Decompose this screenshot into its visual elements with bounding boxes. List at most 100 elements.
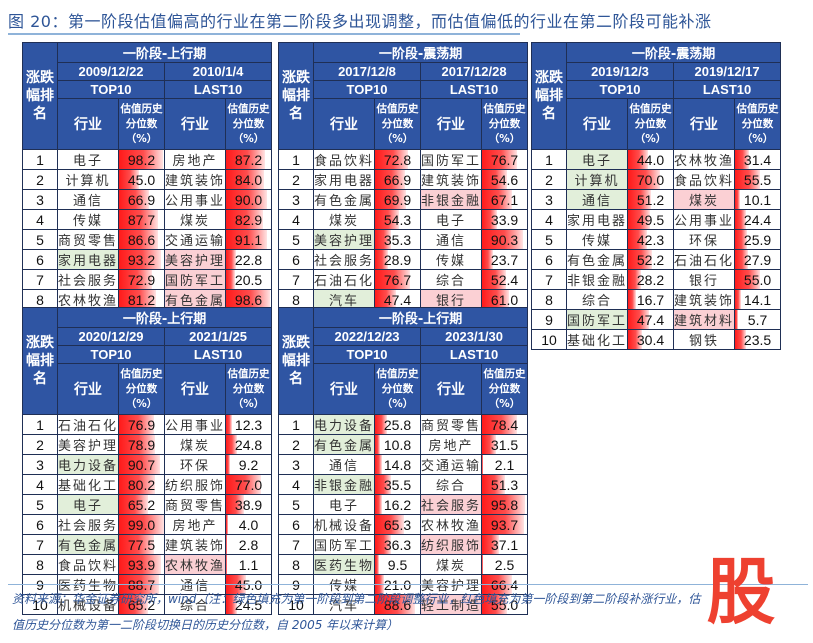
valuation-bar: [119, 595, 149, 614]
rank-cell: 2: [22, 434, 58, 455]
rank-header: 涨跌幅排名: [22, 42, 58, 150]
top-industry-cell: 通信: [312, 454, 376, 475]
valuation-value: 16.2: [383, 496, 412, 513]
valuation-bar: [226, 595, 238, 614]
rank-cell: 4: [278, 474, 314, 495]
valuation-bar: [735, 290, 742, 309]
table-row: 6 家用电器 93.2 美容护理 22.8: [22, 249, 273, 270]
valuation-bar: [375, 190, 407, 209]
last-industry-cell: 纺织服饰: [164, 474, 227, 495]
last-industry-cell: 通信: [420, 229, 483, 250]
top-industry-cell: 石油石化: [56, 414, 120, 435]
last-industry-cell: 国防军工: [164, 269, 227, 290]
valuation-bar: [628, 310, 650, 329]
top-valuation-cell: 45.0: [118, 169, 166, 190]
top-industry-cell: 石油石化: [312, 269, 376, 290]
rank-header: 涨跌幅排名: [22, 307, 58, 415]
valuation-column-header: 估值历史分位数（%）: [374, 98, 422, 150]
top-valuation-cell: 77.5: [118, 534, 166, 555]
last10-header: LAST10: [164, 345, 273, 364]
top-date-header: 2020/12/29: [56, 327, 166, 346]
top-industry-cell: 家用电器: [312, 169, 376, 190]
valuation-bar: [375, 475, 391, 494]
valuation-bar: [226, 455, 231, 474]
top-industry-cell: 通信: [56, 189, 120, 210]
last10-header: LAST10: [164, 80, 273, 99]
top-industry-cell: 社会服务: [312, 249, 376, 270]
rank-cell: 2: [278, 434, 314, 455]
valuation-bar: [119, 230, 158, 249]
last-valuation-cell: 45.0: [225, 574, 273, 595]
top-industry-cell: 计算机: [56, 169, 120, 190]
top-valuation-cell: 80.2: [118, 474, 166, 495]
valuation-value: 55.0: [743, 271, 772, 288]
last-valuation-cell: 90.3: [481, 229, 529, 250]
top-industry-cell: 电子: [56, 149, 120, 170]
top-valuation-cell: 78.9: [118, 434, 166, 455]
valuation-bar: [375, 250, 389, 269]
stage-header: 一阶段-震荡期: [565, 42, 782, 63]
rank-cell: 7: [278, 269, 314, 290]
source-divider: [8, 584, 808, 585]
last-valuation-cell: 31.5: [481, 434, 529, 455]
industry-column-header: 行业: [56, 363, 120, 415]
top-valuation-cell: 44.0: [627, 149, 675, 170]
top-industry-cell: 机械设备: [56, 594, 120, 615]
valuation-bar: [226, 190, 267, 209]
ranking-table-4: 涨跌幅排名 一阶段-上行期 2020/12/29 2021/1/25 TOP10 LAST…: [22, 307, 273, 615]
rank-cell: 5: [278, 229, 314, 250]
industry-column-header: 行业: [56, 98, 120, 150]
valuation-bar: [482, 230, 523, 249]
rank-cell: 5: [278, 494, 314, 515]
valuation-value: 2.1: [494, 456, 515, 473]
valuation-column-header: 估值历史分位数（%）: [374, 363, 422, 415]
valuation-bar: [119, 190, 150, 209]
valuation-bar: [735, 230, 747, 249]
top-valuation-cell: 52.2: [627, 249, 675, 270]
top-industry-cell: 汽车: [312, 289, 376, 310]
valuation-value: 65.2: [127, 496, 156, 513]
valuation-bar: [482, 250, 493, 269]
valuation-bar: [119, 535, 154, 554]
last-industry-cell: 建筑装饰: [164, 169, 227, 190]
valuation-value: 76.9: [127, 416, 156, 433]
rank-header: 涨跌幅排名: [278, 42, 314, 150]
valuation-value: 72.9: [127, 271, 156, 288]
industry-column-header: 行业: [420, 98, 483, 150]
valuation-value: 98.2: [127, 151, 156, 168]
table-row: 1 电子 98.2 房地产 87.2: [22, 149, 273, 170]
last-industry-cell: 公用事业: [673, 209, 736, 230]
last-industry-cell: 公用事业: [164, 414, 227, 435]
last-valuation-cell: 33.9: [481, 209, 529, 230]
table-row: 3 有色金属 69.9 非银金融 67.1: [278, 189, 529, 210]
last-industry-cell: 石油石化: [673, 249, 736, 270]
table-row: 6 社会服务 99.0 房地产 4.0: [22, 514, 273, 535]
rank-cell: 3: [278, 189, 314, 210]
valuation-bar: [482, 555, 484, 574]
valuation-value: 69.9: [383, 191, 412, 208]
table-row: 5 电子 65.2 商贸零售 38.9: [22, 494, 273, 515]
top-industry-cell: 基础化工: [565, 329, 629, 350]
top-valuation-cell: 65.2: [118, 594, 166, 615]
valuation-value: 70.0: [636, 171, 665, 188]
valuation-bar: [226, 515, 228, 534]
rank-cell: 4: [22, 474, 58, 495]
last-valuation-cell: 77.0: [225, 474, 273, 495]
top-valuation-cell: 66.9: [118, 189, 166, 210]
rank-cell: 6: [278, 514, 314, 535]
top-industry-cell: 有色金属: [56, 534, 120, 555]
top-industry-cell: 通信: [565, 189, 629, 210]
valuation-bar: [628, 230, 648, 249]
top-industry-cell: 机械设备: [312, 514, 376, 535]
table-row: 8 综合 16.7 建筑装饰 14.1: [531, 289, 782, 310]
top-industry-cell: 食品饮料: [56, 554, 120, 575]
last-date-header: 2023/1/30: [420, 327, 529, 346]
top-valuation-cell: 14.8: [374, 454, 422, 475]
watermark-logo: 股: [706, 550, 776, 634]
top-industry-cell: 有色金属: [312, 189, 376, 210]
table-row: 7 社会服务 72.9 国防军工 20.5: [22, 269, 273, 290]
last-valuation-cell: 67.1: [481, 189, 529, 210]
last-industry-cell: 房地产: [420, 434, 483, 455]
table-row: 7 国防军工 36.3 纺织服饰 37.1: [278, 534, 529, 555]
top-valuation-cell: 35.5: [374, 474, 422, 495]
